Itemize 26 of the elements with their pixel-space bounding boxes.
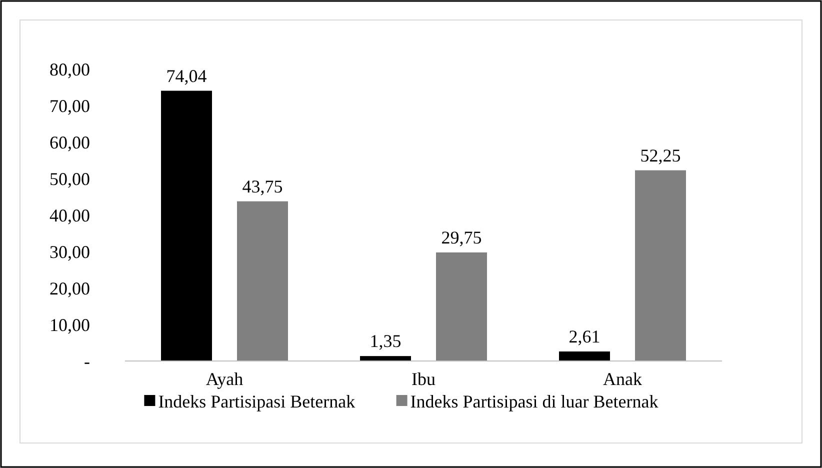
y-tick-label: 80,00 (50, 59, 90, 80)
legend-label: Indeks Partisipasi di luar Beternak (410, 391, 658, 412)
y-tick-label: - (84, 351, 90, 372)
bar (436, 252, 487, 361)
y-tick-label: 40,00 (50, 205, 90, 226)
x-tick-label: Ibu (412, 369, 436, 389)
bar (635, 170, 686, 361)
bar (360, 356, 411, 361)
data-label: 29,75 (441, 227, 482, 248)
bar (161, 90, 212, 361)
y-tick-label: 70,00 (50, 96, 90, 116)
bar (237, 201, 288, 361)
data-label: 43,75 (242, 176, 283, 196)
x-tick-label: Ayah (206, 369, 244, 389)
y-tick-label: 20,00 (50, 278, 90, 298)
data-label: 1,35 (370, 331, 402, 352)
data-label: 2,61 (568, 326, 600, 346)
data-label: 74,04 (166, 66, 207, 86)
y-tick-label: 30,00 (50, 242, 90, 262)
y-tick-label: 60,00 (50, 132, 90, 152)
x-tick-label: Anak (603, 369, 642, 389)
bar (559, 351, 610, 361)
data-label: 52,25 (640, 145, 681, 166)
legend-label: Indeks Partisipasi Beternak (158, 391, 356, 412)
y-tick-label: 10,00 (50, 314, 90, 335)
y-tick-label: 50,00 (50, 168, 90, 189)
